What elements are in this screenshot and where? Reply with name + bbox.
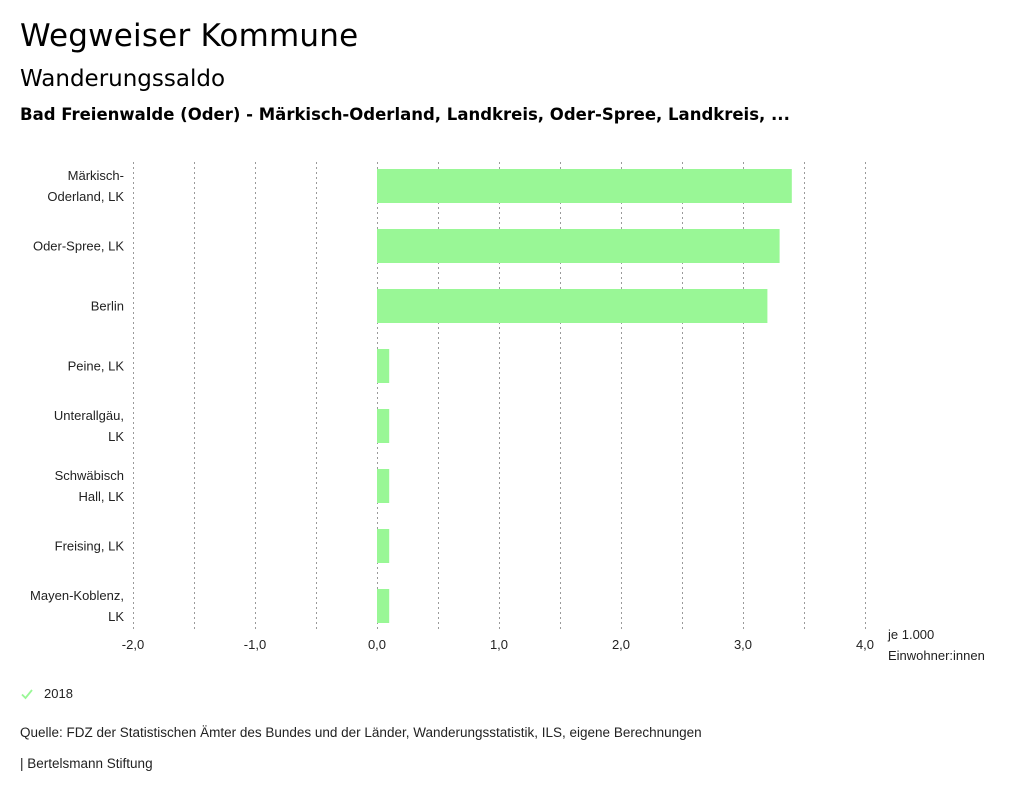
legend[interactable]: 2018 [20, 686, 73, 701]
category-label: Hall, LK [78, 489, 124, 504]
category-label: LK [108, 429, 124, 444]
x-tick-label: 4,0 [856, 637, 874, 652]
bar[interactable] [377, 349, 390, 383]
category-label: Peine, LK [68, 359, 125, 374]
bar[interactable] [377, 529, 390, 563]
publisher-note: | Bertelsmann Stiftung [20, 756, 153, 771]
page-title: Wegweiser Kommune [20, 18, 359, 54]
x-axis-unit-line-1: je 1.000 [888, 627, 935, 642]
check-icon[interactable] [20, 687, 34, 701]
category-label: Mayen-Koblenz, [30, 588, 124, 603]
x-tick-label: -2,0 [122, 637, 144, 652]
bar[interactable] [377, 469, 390, 503]
category-label: Schwäbisch [55, 468, 124, 483]
category-label: Oder-Spree, LK [33, 239, 124, 254]
category-label: Märkisch- [68, 168, 124, 183]
category-label: Oderland, LK [47, 189, 124, 204]
region-title: Bad Freienwalde (Oder) - Märkisch-Oderla… [20, 105, 790, 124]
bar[interactable] [377, 169, 792, 203]
legend-label-2018: 2018 [44, 686, 73, 701]
x-tick-label: 1,0 [490, 637, 508, 652]
category-label: Unterallgäu, [54, 408, 124, 423]
category-label: Berlin [91, 299, 124, 314]
x-axis-unit: je 1.000 Einwohner:innen [888, 624, 985, 666]
x-tick-label: -1,0 [244, 637, 266, 652]
bar[interactable] [377, 229, 780, 263]
source-note: Quelle: FDZ der Statistischen Ämter des … [20, 725, 702, 740]
bar[interactable] [377, 409, 390, 443]
category-label: Freising, LK [55, 539, 125, 554]
x-axis-unit-line-2: Einwohner:innen [888, 648, 985, 663]
x-tick-label: 0,0 [368, 637, 386, 652]
bar[interactable] [377, 589, 390, 623]
x-tick-label: 2,0 [612, 637, 630, 652]
x-tick-label: 3,0 [734, 637, 752, 652]
bar[interactable] [377, 289, 768, 323]
category-label: LK [108, 609, 124, 624]
chart-subtitle: Wanderungssaldo [20, 66, 226, 92]
bar-chart: -2,0 -1,0 0,0 1,0 2,0 3,0 4,0 Märkisch- Oderland… [30, 162, 874, 652]
